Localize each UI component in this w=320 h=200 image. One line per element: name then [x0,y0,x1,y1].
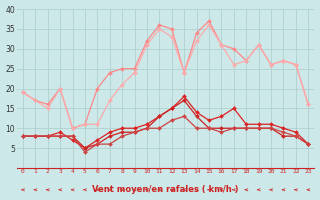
X-axis label: Vent moyen/en rafales ( km/h ): Vent moyen/en rafales ( km/h ) [92,185,239,194]
